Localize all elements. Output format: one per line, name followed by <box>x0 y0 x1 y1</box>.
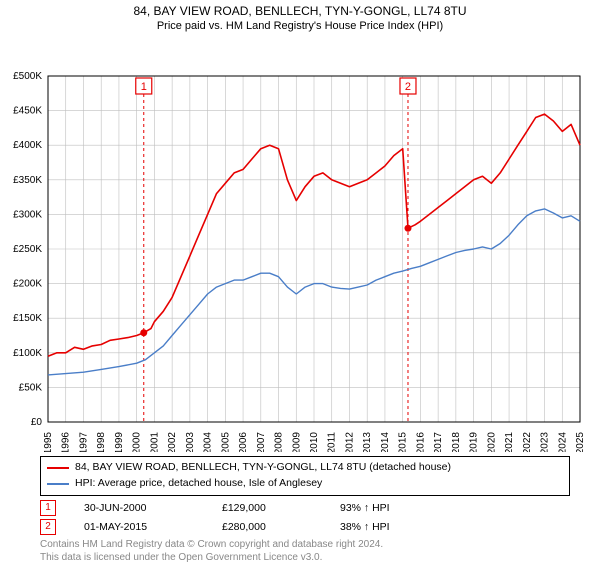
attrib-line-2: This data is licensed under the Open Gov… <box>40 551 570 564</box>
svg-text:1998: 1998 <box>96 432 107 452</box>
marker-row: 2 01-MAY-2015 £280,000 38% ↑ HPI <box>40 519 570 535</box>
svg-text:2024: 2024 <box>557 432 568 452</box>
svg-text:£250K: £250K <box>13 244 42 255</box>
svg-text:2010: 2010 <box>309 432 320 452</box>
marker-number-box: 1 <box>40 500 56 516</box>
svg-text:2020: 2020 <box>486 432 497 452</box>
marker-date: 30-JUN-2000 <box>84 502 194 514</box>
svg-text:£50K: £50K <box>19 382 43 393</box>
svg-text:1996: 1996 <box>61 432 72 452</box>
legend-row: 84, BAY VIEW ROAD, BENLLECH, TYN-Y-GONGL… <box>47 460 563 476</box>
svg-text:2006: 2006 <box>238 432 249 452</box>
svg-text:2015: 2015 <box>398 432 409 452</box>
svg-text:£100K: £100K <box>13 348 42 359</box>
svg-text:£0: £0 <box>31 417 43 428</box>
chart-title: 84, BAY VIEW ROAD, BENLLECH, TYN-Y-GONGL… <box>0 4 600 18</box>
marker-date: 01-MAY-2015 <box>84 521 194 533</box>
chart-area: £0 £50K £100K £150K £200K £250K £300K £350K £400… <box>0 32 600 452</box>
marker-price: £280,000 <box>222 521 312 533</box>
legend-label: 84, BAY VIEW ROAD, BENLLECH, TYN-Y-GONGL… <box>75 460 451 476</box>
svg-text:2009: 2009 <box>291 432 302 452</box>
legend-swatch <box>47 467 69 469</box>
marker-pct: 93% ↑ HPI <box>340 502 390 514</box>
svg-text:1997: 1997 <box>78 432 89 452</box>
legend-swatch <box>47 483 69 485</box>
svg-text:£150K: £150K <box>13 313 42 324</box>
svg-text:2008: 2008 <box>274 432 285 452</box>
svg-text:2002: 2002 <box>167 432 178 452</box>
legend-label: HPI: Average price, detached house, Isle… <box>75 476 322 492</box>
chart-subtitle: Price paid vs. HM Land Registry's House … <box>0 20 600 32</box>
svg-text:2: 2 <box>405 81 411 93</box>
svg-text:1995: 1995 <box>43 432 54 452</box>
svg-text:£300K: £300K <box>13 209 42 220</box>
marker-row: 1 30-JUN-2000 £129,000 93% ↑ HPI <box>40 500 570 516</box>
svg-text:2014: 2014 <box>380 432 391 452</box>
svg-text:2017: 2017 <box>433 432 444 452</box>
svg-text:2001: 2001 <box>149 432 160 452</box>
svg-text:2022: 2022 <box>522 432 533 452</box>
svg-text:2003: 2003 <box>185 432 196 452</box>
legend: 84, BAY VIEW ROAD, BENLLECH, TYN-Y-GONGL… <box>40 456 570 496</box>
svg-text:2007: 2007 <box>256 432 267 452</box>
svg-text:2023: 2023 <box>540 432 551 452</box>
chart-svg: £0 £50K £100K £150K £200K £250K £300K £350K £400… <box>0 32 600 452</box>
svg-text:£500K: £500K <box>13 71 42 82</box>
marker-pct: 38% ↑ HPI <box>340 521 390 533</box>
svg-text:£350K: £350K <box>13 175 42 186</box>
svg-text:£450K: £450K <box>13 106 42 117</box>
svg-text:1999: 1999 <box>114 432 125 452</box>
marker-number-box: 2 <box>40 519 56 535</box>
svg-text:2019: 2019 <box>469 432 480 452</box>
marker-price: £129,000 <box>222 502 312 514</box>
svg-text:2011: 2011 <box>327 432 338 452</box>
svg-text:2013: 2013 <box>362 432 373 452</box>
svg-text:2016: 2016 <box>415 432 426 452</box>
svg-text:2000: 2000 <box>132 432 143 452</box>
marker-table: 1 30-JUN-2000 £129,000 93% ↑ HPI 2 01-MAY-201… <box>40 500 570 535</box>
svg-text:£200K: £200K <box>13 279 42 290</box>
svg-text:2021: 2021 <box>504 432 515 452</box>
attrib-line-1: Contains HM Land Registry data © Crown c… <box>40 538 570 551</box>
svg-text:2025: 2025 <box>575 432 586 452</box>
svg-text:£400K: £400K <box>13 140 42 151</box>
svg-text:2018: 2018 <box>451 432 462 452</box>
legend-row: HPI: Average price, detached house, Isle… <box>47 476 563 492</box>
svg-text:1: 1 <box>141 81 147 93</box>
svg-text:2004: 2004 <box>203 432 214 452</box>
svg-text:2012: 2012 <box>344 432 355 452</box>
svg-text:2005: 2005 <box>220 432 231 452</box>
